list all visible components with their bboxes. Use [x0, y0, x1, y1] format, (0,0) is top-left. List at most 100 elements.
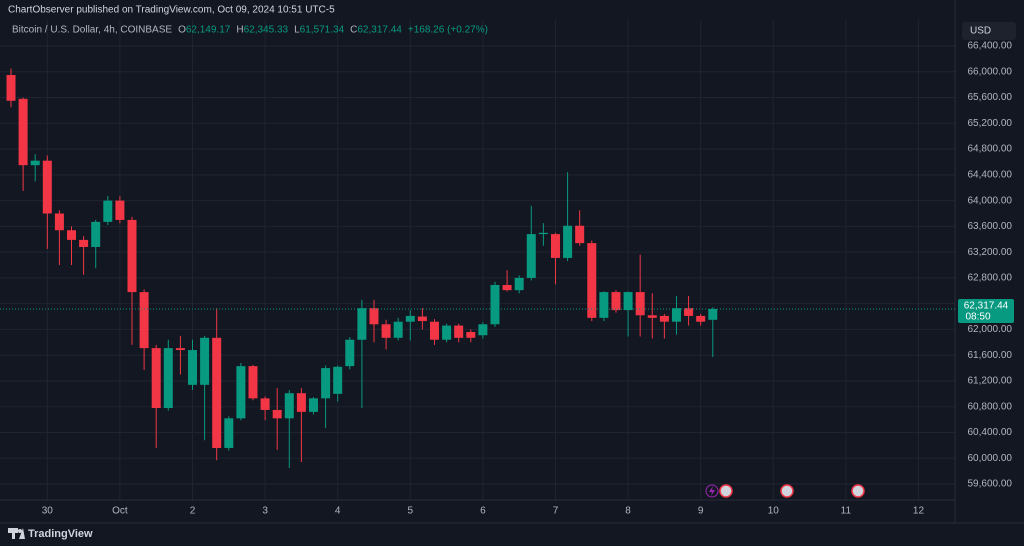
candle-body: [200, 337, 210, 385]
candle-body: [54, 213, 64, 231]
x-tick-label: 2: [190, 506, 196, 517]
candle-body: [357, 308, 367, 340]
legend-text: H: [236, 25, 243, 36]
legend-text: 62,317.44: [357, 25, 402, 36]
legend-text: +168.26 (+0.27%): [408, 25, 488, 36]
event-icons[interactable]: [705, 484, 865, 498]
candle-body: [563, 225, 573, 258]
candle-body: [490, 284, 500, 325]
legend-text: Bitcoin / U.S. Dollar, 4h, COINBASE: [12, 25, 172, 36]
y-tick-label: 60,000.00: [968, 453, 1013, 464]
candle-body: [393, 321, 403, 338]
candle-body: [18, 98, 28, 166]
legend-text: O: [178, 25, 186, 36]
candle-body: [478, 324, 488, 336]
candle-body: [466, 332, 476, 338]
candle-body: [623, 292, 633, 311]
candle-body: [502, 284, 512, 291]
candle-body: [308, 398, 318, 412]
y-tick-label: 61,200.00: [968, 376, 1013, 387]
y-tick-label: 64,400.00: [968, 169, 1013, 180]
candle-body: [635, 292, 645, 316]
y-tick-label: 64,000.00: [968, 195, 1013, 206]
x-tick-label: 30: [42, 506, 54, 517]
candle-body: [550, 234, 560, 258]
candle-body: [163, 348, 173, 409]
y-tick-label: 66,400.00: [968, 41, 1013, 52]
candle-body: [103, 200, 113, 222]
candle-body: [417, 316, 427, 322]
candle-body: [224, 418, 234, 448]
y-tick-label: 65,600.00: [968, 92, 1013, 103]
y-tick-label: 62,800.00: [968, 273, 1013, 284]
candle-body: [442, 325, 452, 340]
candle-body: [188, 350, 198, 385]
candle-body: [587, 243, 597, 318]
candle-body: [127, 219, 137, 293]
candle-body: [684, 308, 694, 316]
candle-body: [708, 308, 718, 320]
y-tick-label: 63,200.00: [968, 247, 1013, 258]
candle-body: [381, 324, 391, 338]
x-tick-label: 11: [841, 506, 852, 517]
candle-body: [647, 315, 657, 318]
candle-body: [284, 393, 294, 419]
candle-body: [139, 292, 149, 349]
y-tick-label: 66,000.00: [968, 66, 1013, 77]
candle-body: [260, 398, 270, 410]
legend-text: 62,345.33: [244, 25, 289, 36]
legend-text: L: [294, 25, 300, 36]
last-price-label: 62,317.44: [964, 301, 1009, 312]
candle-body: [514, 277, 524, 291]
x-tick-label: Oct: [112, 506, 128, 517]
last-price-box: [958, 298, 1014, 323]
y-tick-label: 60,400.00: [968, 427, 1013, 438]
x-tick-label: 8: [625, 506, 631, 517]
candle-body: [429, 321, 439, 340]
candle-body: [212, 337, 222, 448]
candle-body: [538, 232, 548, 235]
footer-brand: TradingView: [28, 528, 93, 540]
candle-body: [611, 292, 621, 311]
ohlc-legend: Bitcoin / U.S. Dollar, 4h, COINBASE O 62,1…: [12, 25, 488, 36]
candle-body: [333, 366, 343, 394]
legend-text: C: [350, 25, 357, 36]
candle-body: [91, 221, 101, 247]
candle-body: [345, 339, 355, 367]
y-tick-label: 61,600.00: [968, 350, 1013, 361]
candle-body: [321, 368, 331, 399]
y-tick-label: 65,200.00: [968, 118, 1013, 129]
candle-body: [175, 348, 185, 351]
x-tick-label: 5: [408, 506, 414, 517]
candle-body: [236, 366, 246, 419]
legend-text: 62,149.17: [186, 25, 231, 36]
y-tick-label: 63,600.00: [968, 221, 1013, 232]
candle-body: [599, 292, 609, 318]
candle-body: [696, 315, 706, 322]
y-tick-label: 62,000.00: [968, 324, 1013, 335]
candle-body: [42, 160, 52, 214]
countdown: 08:50: [965, 312, 990, 323]
candle-body: [369, 308, 379, 325]
candle-body: [151, 348, 161, 409]
x-tick-label: 7: [553, 506, 559, 517]
y-tick-label: 64,800.00: [968, 144, 1013, 155]
y-tick-label: 59,600.00: [968, 479, 1013, 490]
publish-header: ChartObserver published on TradingView.c…: [8, 5, 335, 16]
currency-box[interactable]: [962, 22, 1016, 40]
x-tick-label: 9: [698, 506, 704, 517]
y-tick-label: 60,800.00: [968, 401, 1013, 412]
x-tick-label: 10: [768, 506, 780, 517]
candle-body: [115, 200, 125, 220]
candle-body: [6, 75, 16, 101]
candle-body: [526, 234, 536, 278]
candle-body: [30, 160, 40, 166]
candle-body: [405, 315, 415, 322]
currency[interactable]: USD: [970, 26, 991, 37]
candle-body: [671, 308, 681, 322]
x-tick-label: 3: [262, 506, 268, 517]
tradingview-logo: [8, 528, 25, 539]
candle-body: [296, 393, 306, 412]
